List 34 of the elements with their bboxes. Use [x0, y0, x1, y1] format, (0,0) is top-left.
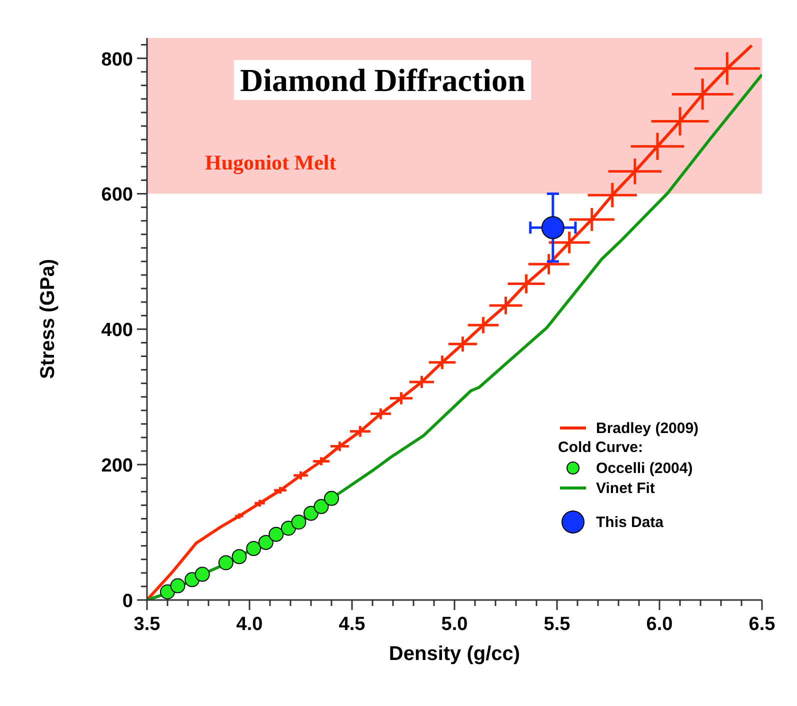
y-axis-title: Stress (GPa)	[37, 258, 60, 380]
band-label: Hugoniot Melt	[205, 150, 336, 175]
x-tick-label: 4.5	[338, 614, 366, 635]
y-tick-label: 600	[101, 184, 133, 206]
point	[246, 541, 262, 556]
x-axis-title: Density (g/cc)	[388, 643, 520, 665]
point	[541, 216, 564, 240]
y-tick-label: 400	[101, 320, 133, 342]
x-tick-label: 6.5	[748, 614, 776, 635]
point	[291, 514, 306, 530]
y-tick-label: 200	[101, 456, 133, 477]
point	[268, 526, 284, 542]
x-tick-label: 5.5	[544, 614, 571, 635]
legend-label: Bradley (2009)	[596, 420, 699, 436]
point	[314, 499, 329, 514]
point	[304, 506, 318, 521]
point	[232, 549, 247, 564]
annotation: Cold Curve:	[558, 438, 644, 458]
legend-label: Vinet Fit	[596, 480, 655, 496]
y-tick-label: 800	[101, 49, 133, 70]
x-tick-label: 3.5	[134, 614, 161, 635]
point	[160, 584, 175, 600]
point	[324, 490, 339, 506]
text: Diamond Diffraction	[234, 60, 532, 100]
point	[218, 555, 234, 570]
legend-label: Occelli (2004)	[596, 460, 693, 476]
x-tick-label: 5.0	[441, 614, 468, 635]
legend-label: This Data	[596, 514, 664, 530]
x-tick-label: 6.0	[646, 614, 673, 635]
x-tick-label: 4.0	[236, 614, 263, 635]
point	[194, 566, 210, 582]
point	[170, 578, 186, 594]
point	[258, 534, 274, 550]
y-tick-label: 0	[122, 591, 133, 612]
